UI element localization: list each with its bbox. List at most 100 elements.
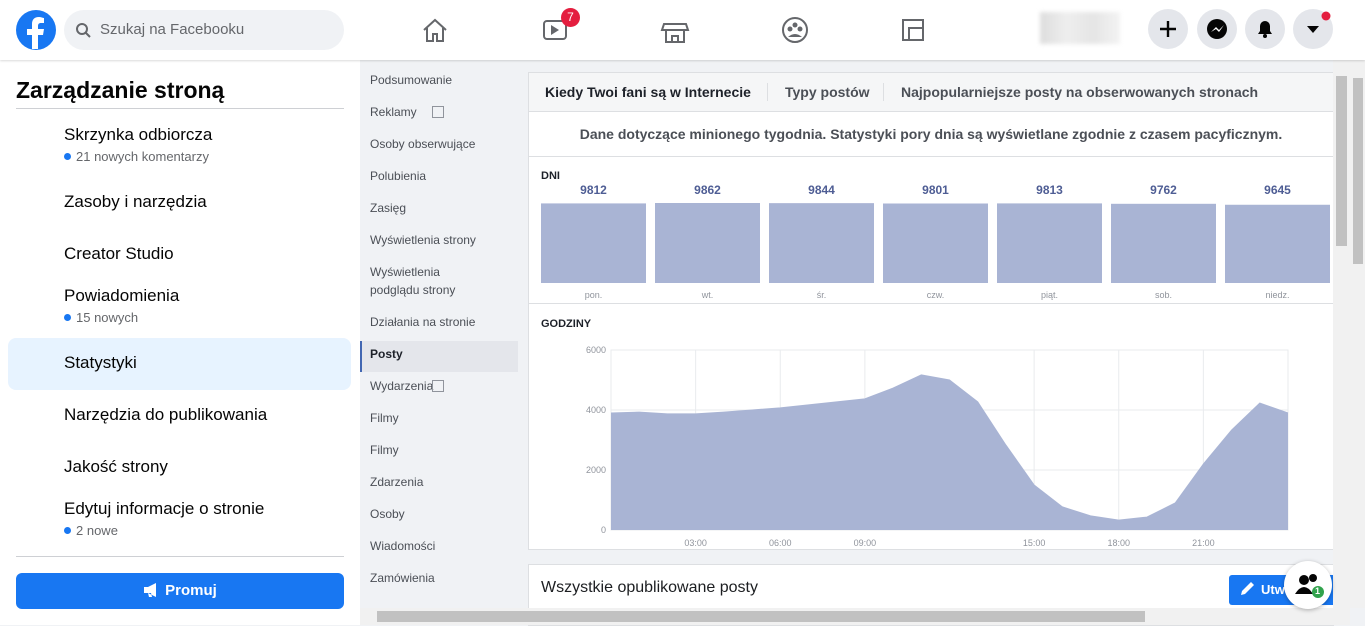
promote-button[interactable]: Promuj xyxy=(16,573,344,609)
subnav-label: Podsumowanie xyxy=(370,73,453,87)
scroll-thumb[interactable] xyxy=(377,611,1145,622)
subnav-item[interactable]: Wydarzenia xyxy=(360,373,516,404)
bar xyxy=(655,203,760,283)
y-tick-label: 0 xyxy=(601,525,606,535)
category-label: śr. xyxy=(817,290,827,300)
subnav-item[interactable]: Zasięg xyxy=(360,195,516,226)
subnav-label: Filmy xyxy=(370,443,399,457)
bar xyxy=(1111,203,1216,283)
category-label: czw. xyxy=(927,290,945,300)
account-button[interactable] xyxy=(1293,9,1333,49)
logo[interactable] xyxy=(15,9,57,51)
notifications-button[interactable] xyxy=(1245,9,1285,49)
sidebar-item[interactable]: Skrzynka odbiorcza 21 nowych komentarzy xyxy=(8,119,351,171)
marketplace-icon[interactable] xyxy=(660,23,690,43)
sidebar-item-label: Edytuj informacje o stronie xyxy=(64,499,265,518)
chart-title: GODZINY xyxy=(541,318,592,330)
subnav-item[interactable]: Podsumowanie xyxy=(360,67,516,98)
subnav-item[interactable]: Zamówienia xyxy=(360,565,516,596)
tab-bar: Kiedy Twoi fani są w Internecie Typy post… xyxy=(529,73,1333,112)
value-label: 9762 xyxy=(1150,183,1177,197)
scroll-thumb[interactable] xyxy=(1353,78,1363,264)
nav-icons xyxy=(423,17,924,43)
subnav-item[interactable]: Filmy xyxy=(360,405,516,436)
subnav-item[interactable]: Osoby xyxy=(360,501,516,532)
tab[interactable]: Typy postów xyxy=(785,84,870,100)
x-tick-label: 03:00 xyxy=(684,538,707,548)
subnav-label: Wyświetlenia podglądu strony xyxy=(370,265,456,297)
subnav-item[interactable]: Filmy xyxy=(360,437,516,468)
sidebar-item[interactable]: Jakość strony xyxy=(8,442,351,494)
sidebar-item-dot xyxy=(64,527,71,534)
scroll-thumb[interactable] xyxy=(1336,76,1347,246)
x-tick-label: 09:00 xyxy=(854,538,877,548)
insights-subnav: Podsumowanie Reklamy Osoby obserwujące Polu… xyxy=(360,60,520,608)
subnav-label: Reklamy xyxy=(370,105,417,119)
bar xyxy=(1225,204,1330,283)
horizontal-scrollbar[interactable] xyxy=(360,608,1350,625)
subnav-label: Działania na stronie xyxy=(370,315,476,329)
subnav-item[interactable]: Zdarzenia xyxy=(360,469,516,500)
x-tick-label: 21:00 xyxy=(1192,538,1215,548)
messenger-button[interactable] xyxy=(1197,9,1237,49)
category-label: piąt. xyxy=(1041,290,1058,300)
subnav-item[interactable]: Wiadomości xyxy=(360,533,516,564)
create-button[interactable] xyxy=(1148,9,1188,49)
value-label: 9645 xyxy=(1264,183,1291,197)
subnav-item[interactable]: Reklamy xyxy=(360,99,516,130)
subnav-item[interactable]: Polubienia xyxy=(360,163,516,194)
search-placeholder: Szukaj na Facebooku xyxy=(100,21,245,38)
search-icon xyxy=(76,23,91,38)
subnav-label: Wyświetlenia strony xyxy=(370,233,476,247)
bar xyxy=(997,203,1102,283)
sidebar-item-label: Narzędzia do publikowania xyxy=(64,405,268,424)
value-label: 9801 xyxy=(922,183,949,197)
profile-name-blurred[interactable] xyxy=(1040,12,1120,44)
posts-title: Wszystkie opublikowane posty xyxy=(541,579,758,596)
subnav-item[interactable]: Wyświetlenia strony xyxy=(360,227,516,258)
sidebar-item[interactable]: Creator Studio xyxy=(8,229,351,281)
y-tick-label: 2000 xyxy=(586,465,606,475)
subnav-label: Filmy xyxy=(370,411,399,425)
category-label: sob. xyxy=(1155,290,1172,300)
contacts-button[interactable]: 1 xyxy=(1284,561,1332,609)
contacts-badge: 1 xyxy=(1315,586,1321,596)
area-fill xyxy=(611,374,1288,530)
watch-icon[interactable] xyxy=(543,20,567,40)
value-label: 9862 xyxy=(694,183,721,197)
notice: Dane dotyczące minionego tygodnia. Staty… xyxy=(529,112,1333,157)
subnav-item[interactable]: Działania na stronie xyxy=(360,309,516,340)
x-tick-label: 18:00 xyxy=(1107,538,1130,548)
sidebar-item[interactable]: Powiadomienia 15 nowych xyxy=(8,280,351,332)
sidebar-item[interactable]: Narzędzia do publikowania xyxy=(8,390,351,442)
sidebar-item[interactable]: Zasoby i narzędzia xyxy=(8,177,351,229)
sidebar-item[interactable]: Edytuj informacje o stronie 2 nowe xyxy=(8,493,351,545)
category-label: wt. xyxy=(701,290,714,300)
subnav-item[interactable]: Wyświetlenia podglądu strony xyxy=(360,259,516,308)
watch-badge: 7 xyxy=(561,8,580,27)
sidebar-item-label: Creator Studio xyxy=(64,244,174,263)
gaming-icon[interactable] xyxy=(902,19,924,41)
groups-icon[interactable] xyxy=(782,17,808,43)
promote-label: Promuj xyxy=(165,582,217,599)
subnav-item[interactable]: Osoby obserwujące xyxy=(360,131,516,162)
home-icon[interactable] xyxy=(423,18,447,42)
tab[interactable]: Najpopularniejsze posty na obserwowanych… xyxy=(901,84,1259,100)
subnav-item[interactable]: Posty xyxy=(360,341,518,372)
y-tick-label: 4000 xyxy=(586,405,606,415)
vertical-scrollbar[interactable] xyxy=(1350,60,1365,608)
sidebar-item-detail: 15 nowych xyxy=(76,310,139,325)
sidebar-item-dot xyxy=(64,153,71,160)
subnav-label: Zamówienia xyxy=(370,571,435,585)
sidebar-item-label: Zasoby i narzędzia xyxy=(64,192,207,211)
subnav-label: Posty xyxy=(370,347,403,361)
bar xyxy=(883,203,988,283)
sidebar-item[interactable]: Statystyki xyxy=(8,338,351,390)
search-box[interactable]: Szukaj na Facebooku xyxy=(64,10,344,50)
subnav-label: Wydarzenia xyxy=(370,379,434,393)
value-label: 9813 xyxy=(1036,183,1063,197)
subnav-label: Zdarzenia xyxy=(370,475,424,489)
x-tick-label: 06:00 xyxy=(769,538,792,548)
inner-scrollbar[interactable] xyxy=(1333,60,1350,608)
tab[interactable]: Kiedy Twoi fani są w Internecie xyxy=(545,84,751,100)
